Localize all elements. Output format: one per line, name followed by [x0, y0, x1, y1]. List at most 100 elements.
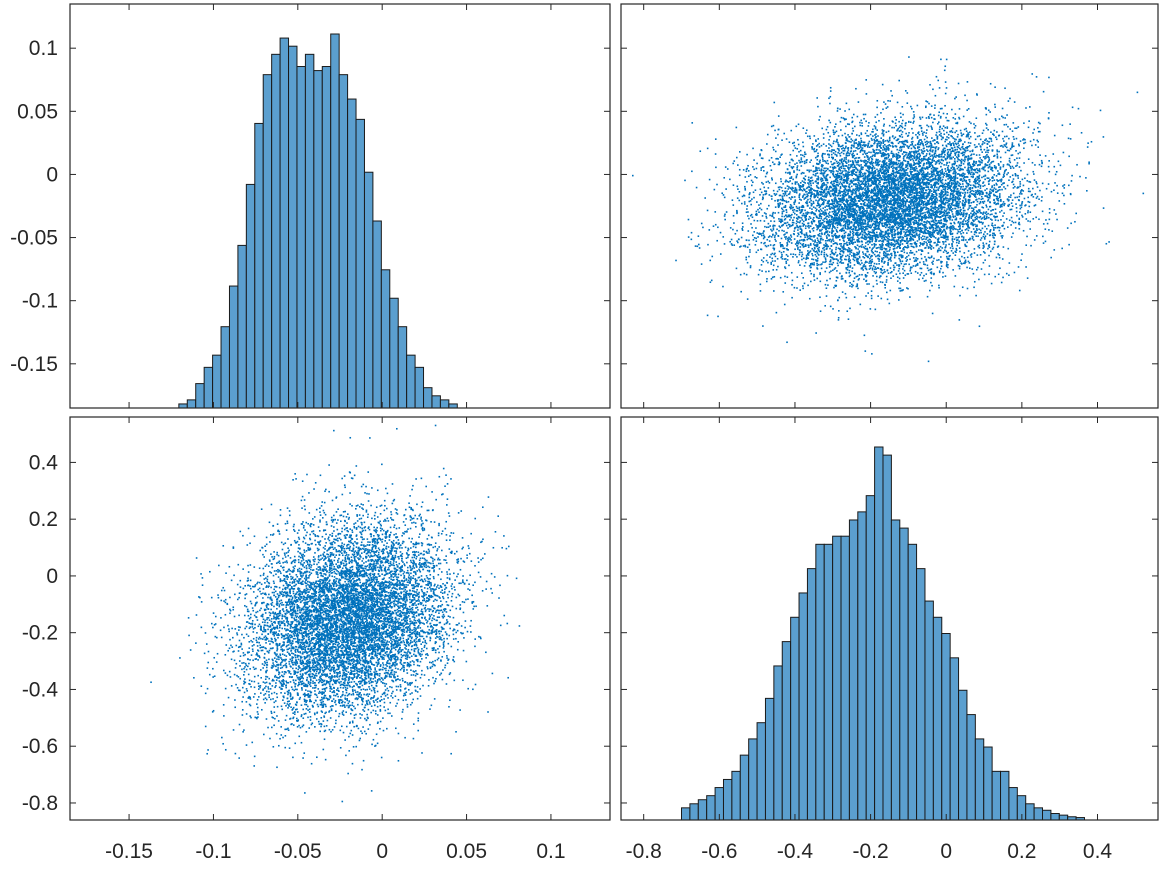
- scatter-tr-point-1085: [866, 165, 869, 168]
- scatter-tr-point-354: [884, 153, 887, 155]
- scatter-tr-point-3019: [864, 113, 867, 116]
- scatter-tr-point-1911: [844, 180, 846, 182]
- scatter-tr-point-1347: [916, 180, 919, 183]
- scatter-tr-point-3394: [899, 239, 902, 242]
- scatter-tr-point-2546: [973, 127, 976, 129]
- scatter-tr-point-4754: [1023, 147, 1025, 150]
- scatter-tr-point-495: [951, 150, 954, 153]
- scatter-tr-point-824: [950, 150, 952, 153]
- scatter-tr-point-3071: [872, 198, 874, 200]
- scatter-tr-point-4358: [861, 181, 864, 184]
- scatter-tr-point-2454: [787, 193, 790, 196]
- scatter-tr-point-4371: [906, 145, 908, 147]
- scatter-tr-point-3385: [776, 190, 779, 193]
- scatter-tr-point-1351: [763, 220, 766, 222]
- scatter-tr-point-4584: [803, 233, 805, 236]
- scatter-tr-point-755: [977, 266, 979, 269]
- scatter-tr-point-1565: [1015, 137, 1018, 140]
- scatter-tr-point-2850: [797, 246, 799, 249]
- scatter-tr-point-3950: [946, 201, 949, 204]
- scatter-tr-point-2754: [852, 216, 855, 219]
- scatter-tr-point-1421: [904, 193, 907, 195]
- scatter-tr-point-2960: [965, 182, 968, 184]
- scatter-tr-point-3194: [881, 214, 883, 216]
- scatter-tr-point-2097: [897, 224, 900, 227]
- scatter-tr-point-3255: [752, 147, 754, 150]
- scatter-tr-point-1301: [948, 200, 951, 202]
- scatter-tr-point-4037: [899, 207, 902, 209]
- scatter-tr-point-790: [956, 160, 959, 163]
- scatter-tr-point-3884: [936, 186, 938, 189]
- scatter-tr-point-3722: [823, 244, 825, 246]
- scatter-tr-point-4783: [821, 164, 823, 166]
- scatter-tr-point-1077: [896, 168, 898, 170]
- scatter-tr-point-2867: [982, 235, 985, 238]
- scatter-tr-point-1595: [820, 229, 822, 232]
- scatter-tr-point-591: [925, 195, 927, 198]
- scatter-tr-point-4155: [785, 200, 787, 203]
- scatter-tr-point-730: [973, 280, 976, 283]
- scatter-tr-point-4153: [887, 171, 890, 174]
- scatter-tr-point-739: [902, 227, 905, 229]
- scatter-tr-point-2041: [911, 182, 913, 185]
- scatter-tr-point-3169: [769, 256, 771, 258]
- scatter-tr-point-3128: [887, 156, 889, 159]
- scatter-tr-point-239: [777, 115, 780, 117]
- scatter-tr-point-2165: [932, 196, 935, 198]
- scatter-tr-point-2648: [825, 192, 827, 195]
- scatter-tr-point-4315: [882, 240, 885, 243]
- scatter-tr-point-1470: [959, 217, 962, 220]
- scatter-tr-point-2445: [916, 264, 919, 266]
- scatter-tr-point-1484: [894, 186, 897, 189]
- scatter-tr-point-132: [794, 163, 796, 165]
- scatter-tr-point-3653: [796, 173, 798, 176]
- scatter-tr-point-4180: [940, 200, 943, 203]
- scatter-tr-point-3285: [999, 232, 1002, 235]
- scatter-tr-point-357: [958, 197, 961, 199]
- scatter-tr-point-47: [992, 160, 995, 163]
- scatter-tr-point-3067: [826, 246, 828, 248]
- scatter-tr-point-333: [914, 270, 917, 273]
- scatter-tr-point-3812: [856, 244, 859, 247]
- scatter-tr-point-4068: [996, 150, 999, 153]
- scatter-tr-point-1658: [857, 225, 860, 228]
- scatter-tr-point-606: [856, 168, 859, 171]
- scatter-tr-point-1661: [944, 206, 946, 209]
- scatter-tr-point-4339: [996, 156, 999, 159]
- scatter-tr-point-1660: [865, 159, 867, 162]
- scatter-tr-point-114: [762, 194, 765, 196]
- scatter-tr-point-1183: [1012, 183, 1015, 186]
- scatter-tr-point-2591: [880, 164, 883, 166]
- scatter-tr-point-2955: [921, 150, 924, 152]
- scatter-tr-point-3339: [850, 165, 853, 168]
- scatter-tr-point-1536: [1069, 138, 1072, 140]
- scatter-tr-point-4200: [855, 214, 858, 217]
- scatter-tr-point-4132: [897, 299, 900, 301]
- scatter-tr-point-4201: [950, 203, 953, 206]
- scatter-tr-point-4138: [862, 113, 865, 116]
- scatter-tr-point-3607: [809, 217, 812, 220]
- scatter-tr-point-3390: [1037, 121, 1040, 124]
- scatter-tr-point-3147: [836, 214, 839, 216]
- scatter-tr-point-4692: [848, 255, 851, 258]
- scatter-tr-point-4594: [795, 210, 798, 212]
- scatter-tr-point-2663: [858, 255, 861, 258]
- scatter-tr-point-4895: [930, 248, 933, 250]
- scatter-tr-point-2717: [873, 270, 876, 273]
- scatter-tr-point-4522: [900, 116, 902, 118]
- scatter-tr-point-878: [812, 229, 815, 232]
- scatter-tr-point-3262: [771, 214, 773, 217]
- scatter-tr-point-3035: [906, 174, 908, 176]
- scatter-tr-point-765: [894, 254, 896, 257]
- scatter-tr-point-1277: [898, 160, 901, 162]
- scatter-tr-point-1201: [983, 166, 985, 169]
- scatter-tr-point-1445: [788, 164, 791, 167]
- scatter-tr-point-4416: [949, 195, 952, 197]
- scatter-tr-point-1124: [769, 164, 772, 167]
- scatter-tr-point-3093: [871, 251, 873, 253]
- scatter-tr-point-838: [820, 263, 822, 266]
- scatter-tr-point-4183: [949, 226, 951, 229]
- scatter-tr-point-4749: [930, 167, 933, 170]
- scatter-tr-point-3206: [839, 187, 842, 190]
- scatter-tr-point-4318: [784, 282, 787, 284]
